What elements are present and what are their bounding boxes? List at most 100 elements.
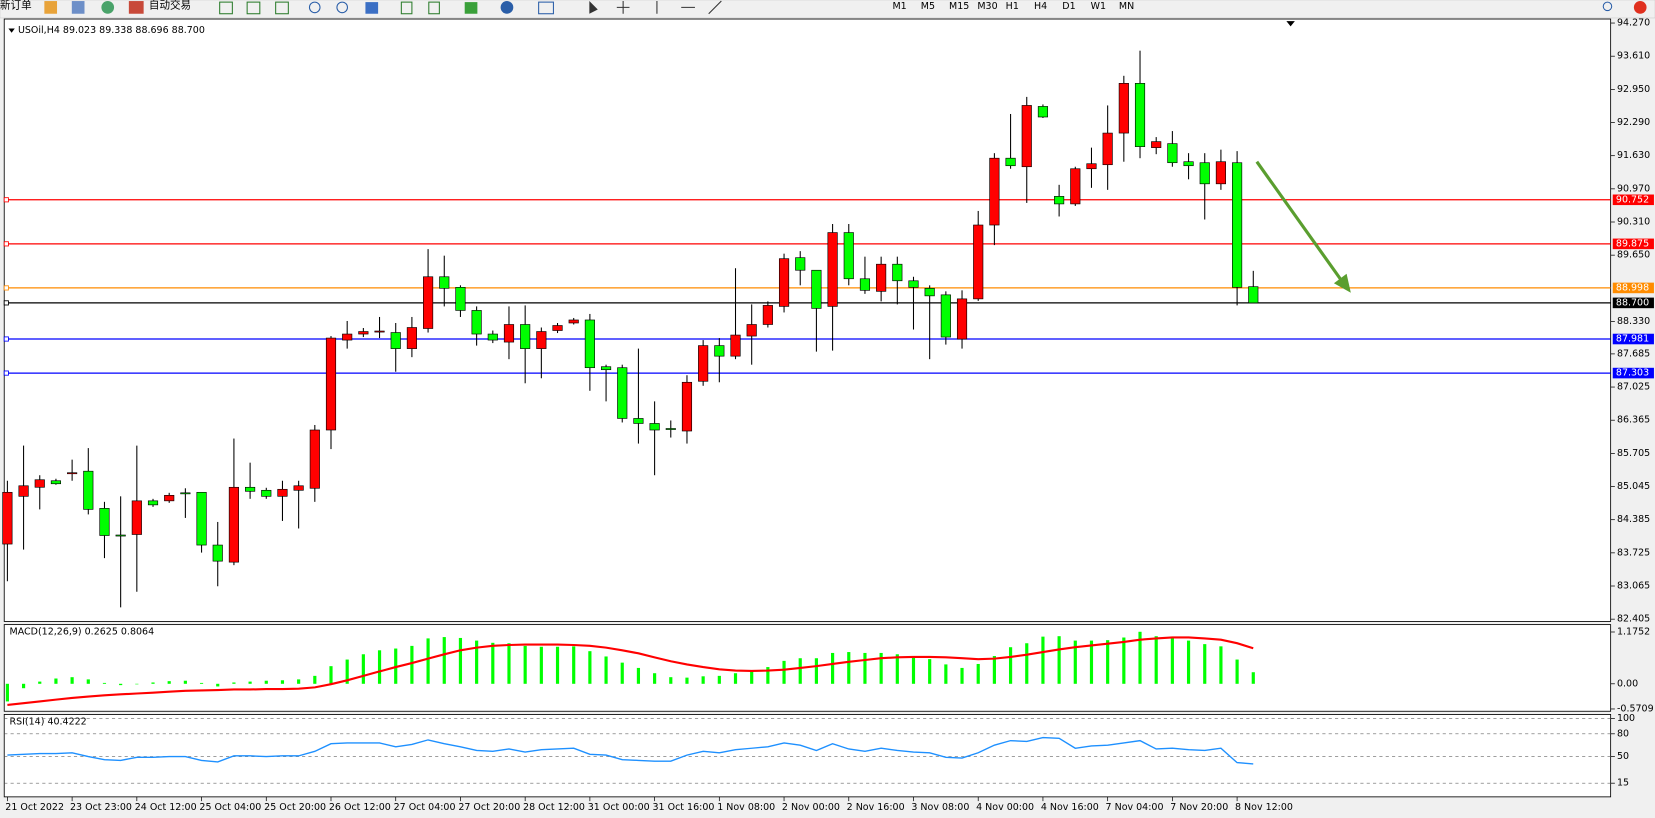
timeframe-button[interactable]: H4: [1034, 1, 1047, 12]
candle-body: [520, 324, 531, 349]
y-tick-label: 87.025: [1617, 382, 1650, 393]
x-tick-label: 1 Nov 08:00: [717, 802, 775, 813]
candle-body: [34, 479, 45, 488]
macd-bar: [701, 676, 705, 684]
candle-body: [568, 319, 579, 324]
price-label-bg: [1612, 194, 1654, 206]
macd-bar: [766, 667, 770, 684]
macd-bar: [361, 654, 365, 684]
candle-body: [83, 470, 94, 510]
icon[interactable]: [275, 1, 289, 15]
cursor-icon[interactable]: [589, 1, 598, 14]
candle-body: [940, 294, 951, 338]
icon[interactable]: [365, 2, 379, 14]
candle-body: [131, 500, 142, 535]
icon[interactable]: [308, 1, 321, 14]
x-tick-label: 2 Nov 16:00: [847, 802, 905, 813]
rsi-line: [7, 736, 1254, 765]
candle-body: [439, 276, 450, 289]
macd-bar: [1025, 643, 1029, 684]
signal-line: [7, 636, 1254, 706]
x-tick-label: 7 Nov 20:00: [1170, 802, 1228, 813]
macd-bar: [1106, 640, 1110, 684]
timeframe-button[interactable]: MN: [1119, 1, 1134, 12]
timeframe-button[interactable]: M30: [977, 1, 997, 12]
icon[interactable]: [400, 1, 413, 15]
icon[interactable]: [500, 1, 514, 14]
icon[interactable]: [219, 1, 233, 15]
search-icon[interactable]: [1602, 1, 1613, 12]
price-label: 88.998: [1616, 282, 1649, 293]
icon[interactable]: [538, 1, 554, 15]
icon[interactable]: [336, 1, 349, 14]
y-tick-label: 92.290: [1617, 117, 1650, 128]
crosshair-icon[interactable]: [616, 1, 630, 14]
macd-bar: [475, 640, 479, 684]
timeframe-button[interactable]: W1: [1091, 1, 1106, 12]
icon[interactable]: [101, 1, 115, 14]
notification-icon[interactable]: [1633, 1, 1647, 14]
y-tick-label: 50: [1617, 751, 1629, 762]
macd-bar: [5, 683, 9, 702]
candle-body: [665, 428, 676, 430]
macd-bar: [167, 681, 171, 684]
macd-bar: [588, 651, 592, 684]
candle-body: [1183, 161, 1194, 167]
macd-bar: [879, 652, 883, 684]
candle-body: [956, 298, 968, 340]
y-tick-label: 90.310: [1617, 216, 1650, 227]
candle-body: [762, 305, 773, 325]
macd-bar: [458, 637, 463, 684]
macd-bar: [345, 659, 349, 684]
macd-bar: [119, 683, 123, 686]
macd-bar: [1170, 638, 1174, 684]
x-tick-label: 25 Oct 20:00: [264, 802, 326, 813]
candle-body: [212, 544, 223, 562]
arrow-head: [1333, 273, 1351, 293]
macd-bar: [653, 673, 657, 684]
timeframe-button[interactable]: H1: [1006, 1, 1019, 12]
macd-bar: [604, 656, 608, 684]
macd-bar: [798, 658, 802, 684]
icon[interactable]: [44, 1, 58, 14]
y-tick-label: 92.950: [1617, 84, 1650, 95]
y-tick-label: 83.725: [1617, 547, 1650, 558]
draw-icons[interactable]: [656, 0, 722, 15]
arrow-line: [1255, 160, 1345, 285]
x-tick-label: 23 Oct 23:00: [70, 802, 132, 813]
y-tick-label: 86.365: [1617, 415, 1650, 426]
y-tick-label: 93.610: [1617, 51, 1650, 62]
icon[interactable]: [428, 1, 440, 15]
candle-body: [390, 332, 401, 349]
macd-bar: [1073, 640, 1077, 684]
toolbar-button[interactable]: 新订单: [0, 0, 32, 11]
candle-body: [1134, 83, 1146, 147]
timeframe-button[interactable]: M5: [921, 1, 935, 12]
candle-body: [503, 324, 515, 343]
macd-bar: [86, 679, 90, 684]
macd-bar: [491, 642, 495, 684]
macd-bar: [831, 652, 835, 684]
timeframe-button[interactable]: M15: [949, 1, 969, 12]
macd-bar: [1154, 636, 1158, 684]
level-handle: [3, 241, 9, 247]
y-tick-label: 94.270: [1617, 18, 1650, 29]
candle-body: [1232, 162, 1243, 288]
icon[interactable]: [464, 2, 478, 14]
icon[interactable]: [71, 1, 85, 14]
timeframe-button[interactable]: D1: [1062, 1, 1075, 12]
icon[interactable]: [246, 1, 261, 15]
x-tick-label: 28 Oct 12:00: [523, 802, 585, 813]
toolbar-button[interactable]: 自动交易: [149, 0, 191, 11]
x-tick-label: 27 Oct 20:00: [458, 802, 520, 813]
candle-body: [471, 310, 482, 335]
timeframe-button[interactable]: M1: [892, 1, 906, 12]
macd-bar: [135, 683, 139, 685]
macd-bar: [313, 675, 317, 684]
candle-body: [1215, 161, 1226, 185]
macd-bar: [782, 660, 786, 684]
macd-bar: [1203, 644, 1207, 684]
price-label: 87.981: [1616, 334, 1649, 345]
macd-bar: [1219, 646, 1223, 684]
icon[interactable]: [128, 1, 144, 14]
